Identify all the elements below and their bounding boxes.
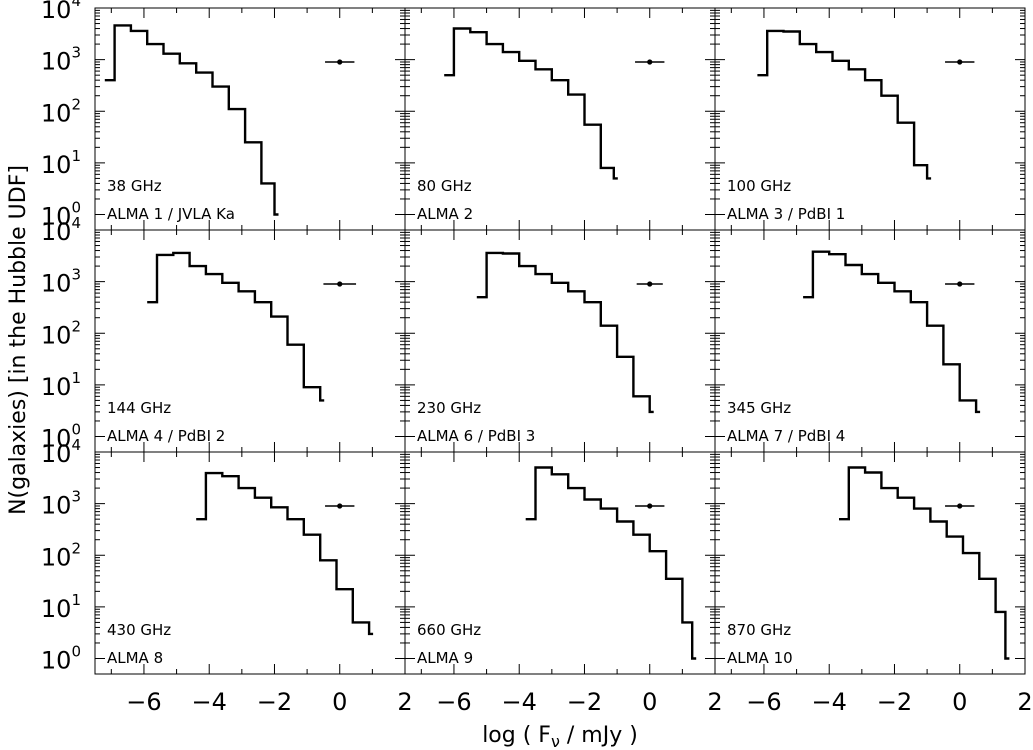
frequency-label: 38 GHz — [107, 177, 162, 195]
y-tick-label: 101 — [41, 591, 81, 623]
x-tick-label: −6 — [746, 688, 781, 716]
panel-frame — [94, 451, 406, 675]
x-tick-label: −2 — [567, 688, 602, 716]
x-tick-label: −6 — [126, 688, 161, 716]
frequency-label: 230 GHz — [417, 399, 481, 417]
x-tick-label: 0 — [332, 688, 347, 716]
y-tick-label: 104 — [41, 436, 81, 468]
y-axis-label: N(galaxies) [in the Hubble UDF] — [6, 165, 31, 515]
error-bar-point — [647, 281, 653, 287]
x-tick-label: 0 — [952, 688, 967, 716]
x-tick-label: 2 — [707, 688, 722, 716]
histogram-step-line — [525, 466, 697, 660]
band-label: ALMA 1 / JVLA Ka — [107, 205, 235, 223]
y-tick-label: 101 — [41, 369, 81, 401]
panel-80-ghz: 80 GHz ALMA 2 — [404, 7, 716, 231]
frequency-label: 345 GHz — [727, 399, 791, 417]
x-tick-label: −2 — [257, 688, 292, 716]
y-tick-label: 101 — [41, 147, 81, 179]
panel-frame — [94, 7, 406, 231]
panel-frame — [714, 229, 1026, 453]
x-tick-label: −2 — [877, 688, 912, 716]
error-bar-point — [337, 503, 343, 509]
x-tick-label: 2 — [1017, 688, 1032, 716]
histogram-step-line — [147, 251, 325, 402]
y-tick-label: 103 — [41, 488, 81, 520]
panel-38-ghz: 38 GHz ALMA 1 / JVLA Ka 100 101 102 103 104 — [41, 0, 406, 231]
panel-frame — [94, 229, 406, 453]
x-tick-label: −4 — [502, 688, 537, 716]
band-label: ALMA 10 — [727, 649, 793, 667]
histogram-step-line — [476, 251, 654, 414]
frequency-label: 870 GHz — [727, 621, 791, 639]
histogram-step-line — [104, 24, 279, 216]
band-label: ALMA 7 / PdBI 4 — [727, 427, 845, 445]
error-bar-point — [957, 503, 963, 509]
x-tick-label: 2 — [397, 688, 412, 716]
band-label: ALMA 3 / PdBI 1 — [727, 205, 845, 223]
panel-144-ghz: 144 GHz ALMA 4 / PdBI 2 100 101 102 103 104 — [41, 214, 406, 453]
y-tick-label: 104 — [41, 214, 81, 246]
frequency-label: 144 GHz — [107, 399, 171, 417]
panel-870-ghz: 870 GHz ALMA 10 −6 −4 −2 0 2 — [714, 451, 1033, 716]
panel-660-ghz: 660 GHz ALMA 9 −6 −4 −2 0 2 — [404, 451, 723, 716]
y-tick-label: 102 — [41, 95, 81, 127]
panel-frame — [404, 7, 716, 231]
panel-430-ghz: 430 GHz ALMA 8 100 101 102 103 104 −6 −4 −2 0 2 — [41, 436, 413, 716]
error-bar-point — [337, 59, 343, 65]
frequency-label: 100 GHz — [727, 177, 791, 195]
error-bar-point — [647, 503, 653, 509]
panel-345-ghz: 345 GHz ALMA 7 / PdBI 4 — [714, 229, 1026, 453]
histogram-step-line — [839, 466, 1010, 660]
histogram-step-line — [757, 29, 932, 180]
error-bar-point — [957, 59, 963, 65]
band-label: ALMA 4 / PdBI 2 — [107, 427, 225, 445]
error-bar-point — [957, 281, 963, 287]
band-label: ALMA 2 — [417, 205, 473, 223]
frequency-label: 430 GHz — [107, 621, 171, 639]
band-label: ALMA 8 — [107, 649, 163, 667]
frequency-label: 80 GHz — [417, 177, 472, 195]
axis-labels-group: log ( Fν / mJy ) N(galaxies) [in the Hub… — [6, 165, 638, 750]
panel-100-ghz: 100 GHz ALMA 3 / PdBI 1 — [714, 7, 1026, 231]
y-tick-label: 104 — [41, 0, 81, 24]
x-tick-label: 0 — [642, 688, 657, 716]
frequency-label: 660 GHz — [417, 621, 481, 639]
x-axis-label: log ( Fν / mJy ) — [482, 723, 638, 750]
panel-frame — [714, 7, 1026, 231]
band-label: ALMA 9 — [417, 649, 473, 667]
panel-frame — [404, 451, 716, 675]
x-tick-label: −4 — [812, 688, 847, 716]
y-tick-label: 100 — [41, 199, 81, 231]
y-tick-label: 102 — [41, 317, 81, 349]
y-tick-label: 103 — [41, 266, 81, 298]
histogram-step-line — [444, 27, 618, 180]
y-tick-label: 100 — [41, 421, 81, 453]
panel-230-ghz: 230 GHz ALMA 6 / PdBI 3 — [404, 229, 716, 453]
y-tick-label: 103 — [41, 44, 81, 76]
histogram-step-line — [803, 250, 981, 414]
x-tick-label: −4 — [192, 688, 227, 716]
x-tick-label: −6 — [436, 688, 471, 716]
error-bar-point — [337, 281, 343, 287]
band-label: ALMA 6 / PdBI 3 — [417, 427, 535, 445]
panel-frame — [404, 229, 716, 453]
y-tick-label: 102 — [41, 539, 81, 571]
panels-group: 38 GHz ALMA 1 / JVLA Ka 100 101 102 103 104 80 … — [41, 0, 1033, 716]
y-tick-label: 100 — [41, 643, 81, 675]
error-bar-point — [647, 59, 653, 65]
histogram-step-line — [196, 471, 374, 636]
